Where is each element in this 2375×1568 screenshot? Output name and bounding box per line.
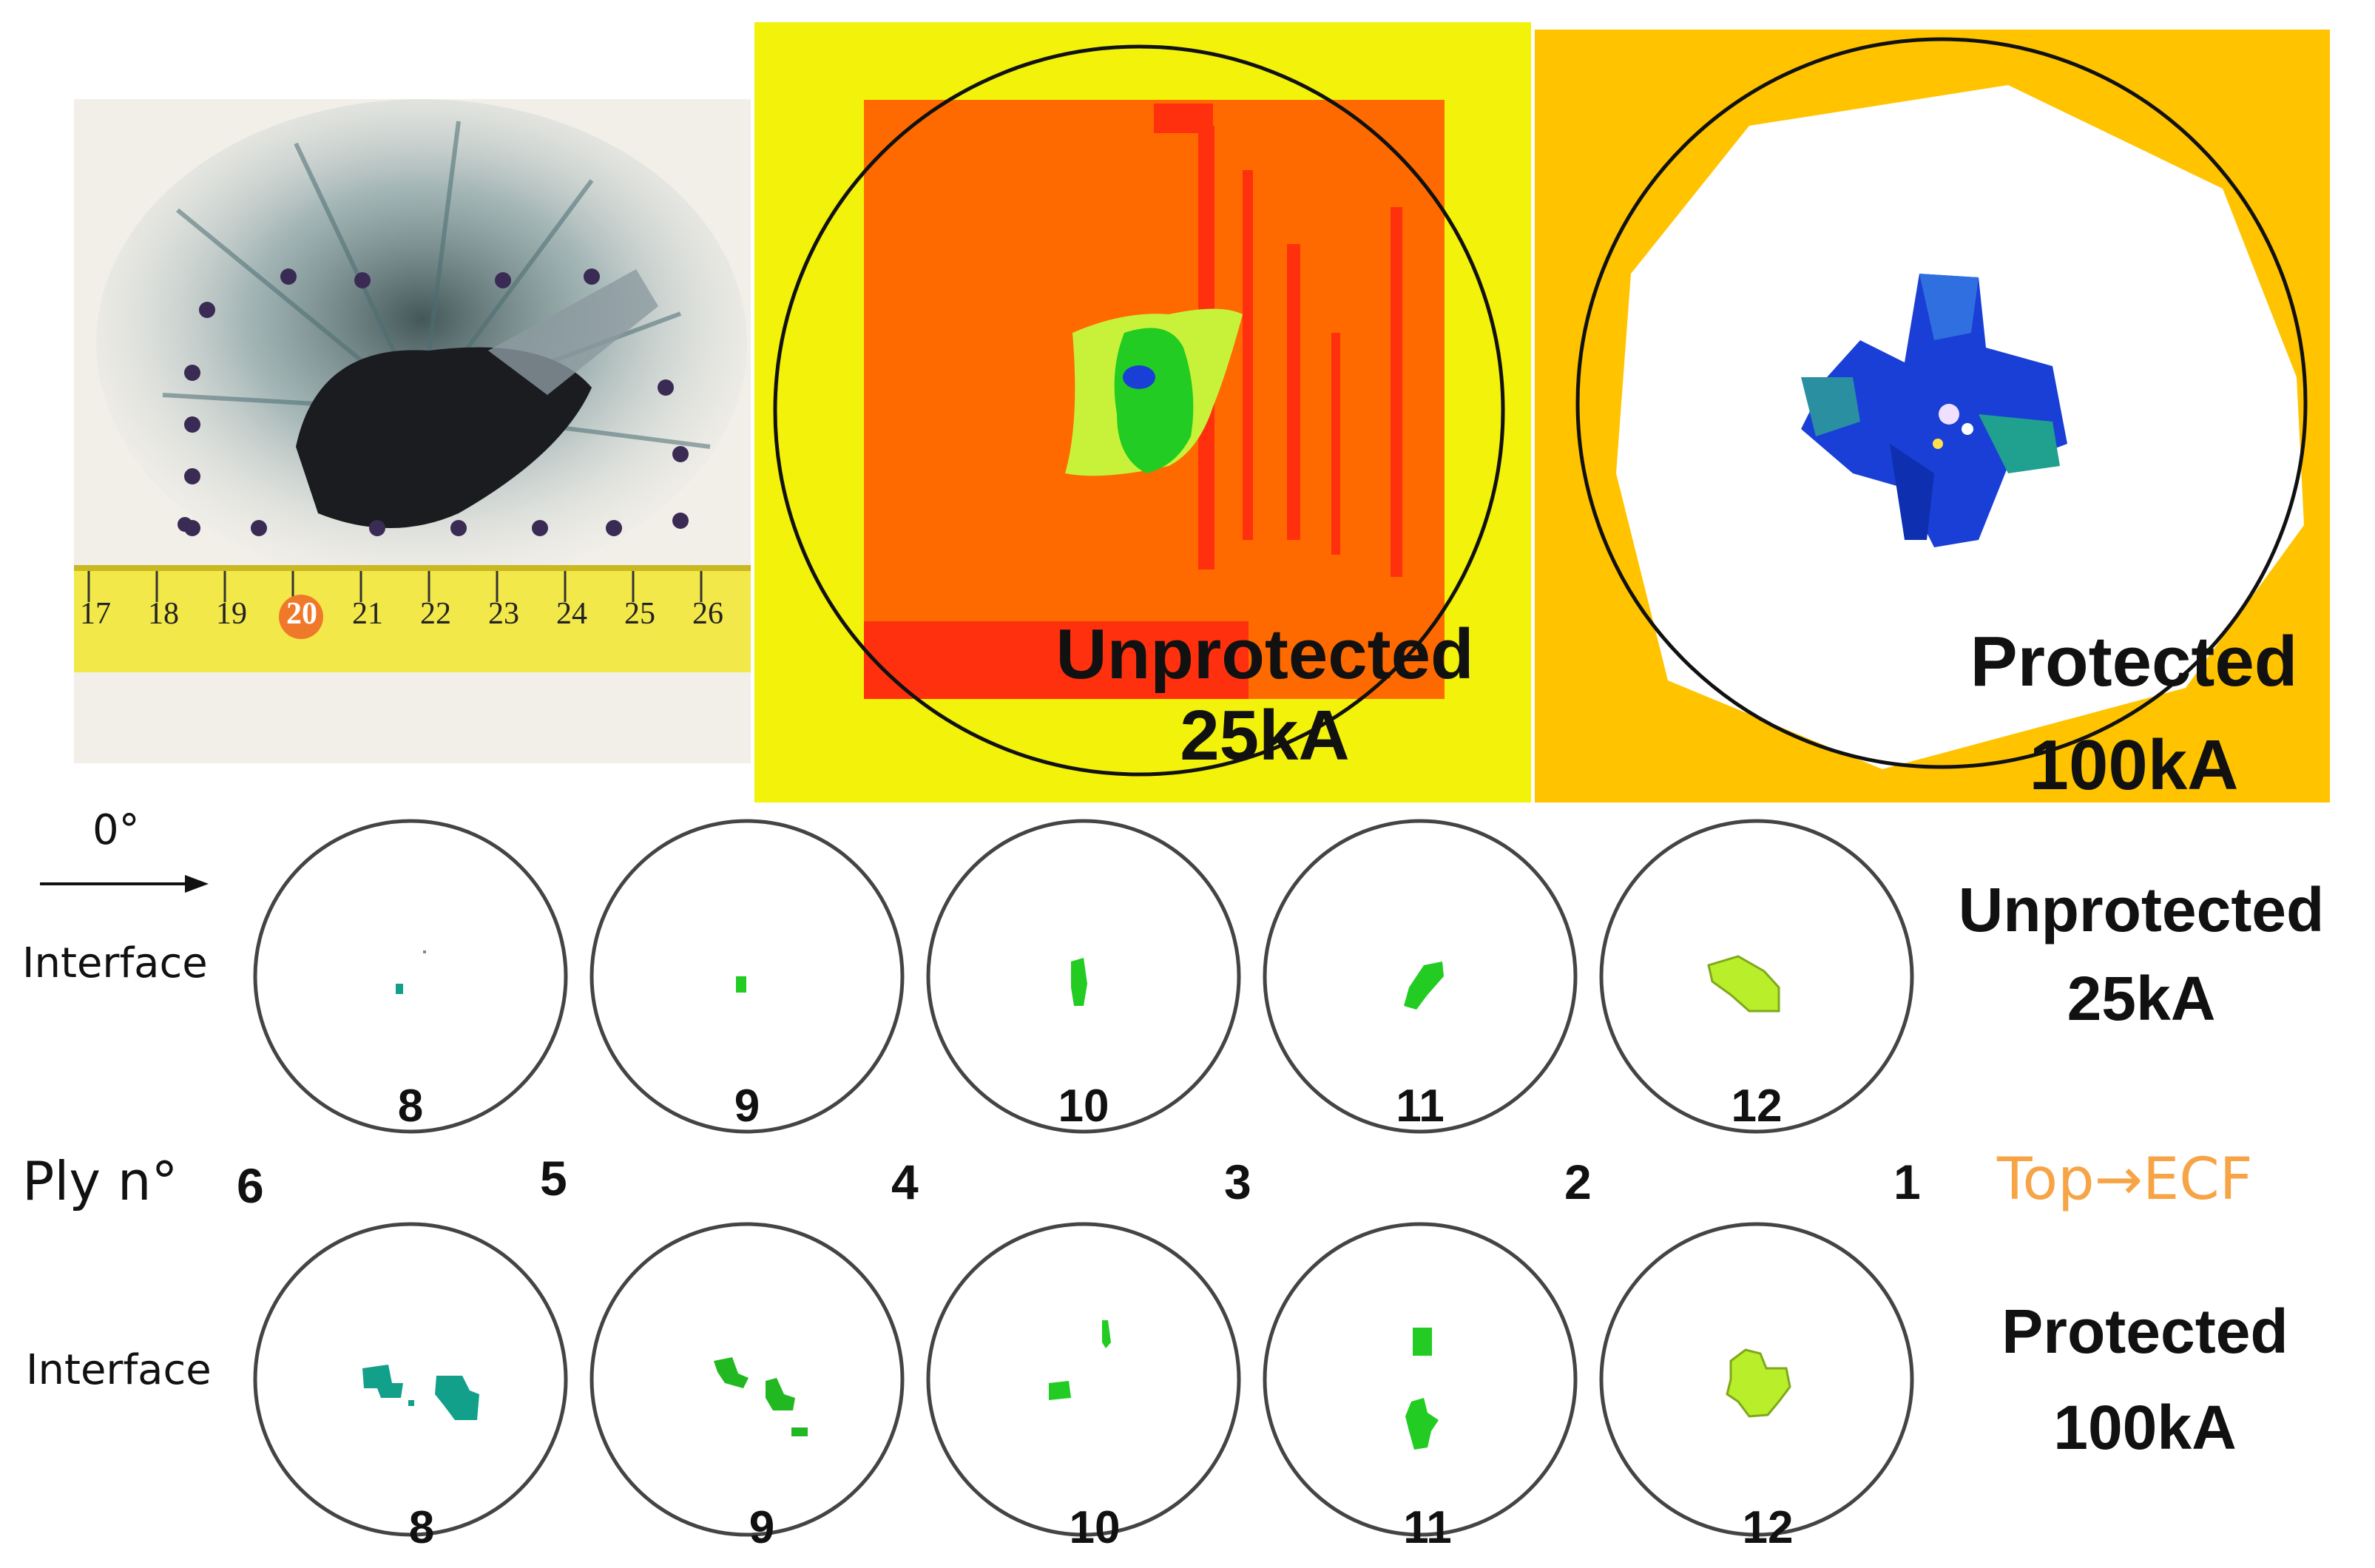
red-streaks xyxy=(864,104,1402,699)
marker-dots xyxy=(178,268,689,536)
top-interface-label: Interface xyxy=(22,939,208,987)
damage-core xyxy=(1123,365,1155,389)
side-label-line2: 100kA xyxy=(2053,1393,2237,1462)
interface-number: 9 xyxy=(749,1502,775,1553)
map-label-line2: 100kA xyxy=(2029,726,2239,802)
interface-number: 11 xyxy=(1403,1502,1452,1553)
ruler-number: 23 xyxy=(488,597,519,631)
side-label-line1: Protected xyxy=(2001,1297,2288,1366)
bottom-interface-circles xyxy=(253,1222,1914,1537)
ply-number: 2 xyxy=(1564,1155,1592,1209)
ruler-number-highlighted: 20 xyxy=(286,597,317,631)
inspection-circle xyxy=(773,44,1505,777)
ruler-number: 22 xyxy=(420,597,451,631)
interface-circle-10 xyxy=(926,1222,1241,1537)
ruler xyxy=(74,565,751,672)
orientation-arrow-icon xyxy=(40,875,209,893)
soot-stain xyxy=(96,99,747,587)
burn-hole xyxy=(296,347,592,528)
interface-number: 12 xyxy=(1742,1502,1794,1553)
ply-number: 5 xyxy=(540,1151,567,1206)
ruler-number: 21 xyxy=(352,597,383,631)
interface-number: 8 xyxy=(408,1502,435,1553)
orientation-label: 0° xyxy=(92,806,140,854)
map-label-line1: Protected xyxy=(1970,622,2298,701)
interface-number: 10 xyxy=(1058,1081,1109,1132)
torn-ply xyxy=(488,269,658,395)
ply-number: 1 xyxy=(1893,1155,1921,1209)
ruler-number: 18 xyxy=(148,597,179,631)
ply-number: 4 xyxy=(891,1155,919,1209)
interface-number: 10 xyxy=(1069,1502,1121,1553)
interface-circle-9 xyxy=(589,1222,905,1537)
interface-circle-8 xyxy=(253,819,568,1134)
interface-circle-9 xyxy=(589,819,905,1134)
ruler-number: 19 xyxy=(216,597,247,631)
ruler-number: 17 xyxy=(80,597,111,631)
photo-drawing xyxy=(74,99,751,763)
ply-number: 3 xyxy=(1224,1155,1251,1209)
ruler-numbers: 17 18 19 20 21 22 23 24 25 26 xyxy=(74,596,751,641)
interface-circle-11 xyxy=(1263,1222,1578,1537)
map-label-line1: Unprotected xyxy=(1055,615,1474,694)
interface-circle-12 xyxy=(1599,1222,1914,1537)
interface-circle-10 xyxy=(926,819,1241,1134)
damage-inner xyxy=(1114,328,1194,473)
inspection-circle xyxy=(1575,37,2308,769)
bottom-interface-label: Interface xyxy=(26,1346,212,1394)
unprotected-map-label: Unprotected 25kA xyxy=(1006,614,1524,777)
map-label-line2: 25kA xyxy=(1180,696,1350,775)
top-interface-circles xyxy=(253,819,1914,1134)
side-label-line1: Unprotected xyxy=(1958,875,2325,944)
ruler-number: 24 xyxy=(556,597,587,631)
interface-number: 8 xyxy=(397,1081,424,1132)
ruler-number: 26 xyxy=(692,597,723,631)
interface-number: 9 xyxy=(734,1081,760,1132)
ply-label: Ply n° xyxy=(22,1150,178,1212)
cscan-protected: Protected 100kA xyxy=(1535,30,2330,802)
bottom-row-side-label: Protected 100kA xyxy=(1923,1283,2367,1476)
side-label-line2: 25kA xyxy=(2067,964,2216,1033)
ruler-number: 25 xyxy=(624,597,655,631)
cscan-unprotected-drawing xyxy=(754,22,1531,802)
interface-circle-12 xyxy=(1599,819,1914,1134)
ply-number: 6 xyxy=(237,1158,264,1213)
top-row-side-label: Unprotected 25kA xyxy=(1912,865,2371,1043)
interface-number: 11 xyxy=(1396,1081,1445,1132)
damage-blob xyxy=(1801,274,2067,547)
cscan-protected-drawing xyxy=(1535,30,2330,802)
ply-direction-label: Top→ECF xyxy=(1997,1146,2253,1213)
protected-map-label: Protected 100kA xyxy=(1960,610,2308,802)
ruler-ticks xyxy=(87,571,703,602)
specimen-photo: 17 18 19 20 21 22 23 24 25 26 xyxy=(74,99,751,763)
cscan-unprotected: Unprotected 25kA xyxy=(754,22,1531,802)
ruler-highlight-marker xyxy=(279,595,323,639)
interface-circle-11 xyxy=(1263,819,1578,1134)
interface-number: 12 xyxy=(1731,1081,1783,1132)
interface-circle-8 xyxy=(253,1222,568,1537)
